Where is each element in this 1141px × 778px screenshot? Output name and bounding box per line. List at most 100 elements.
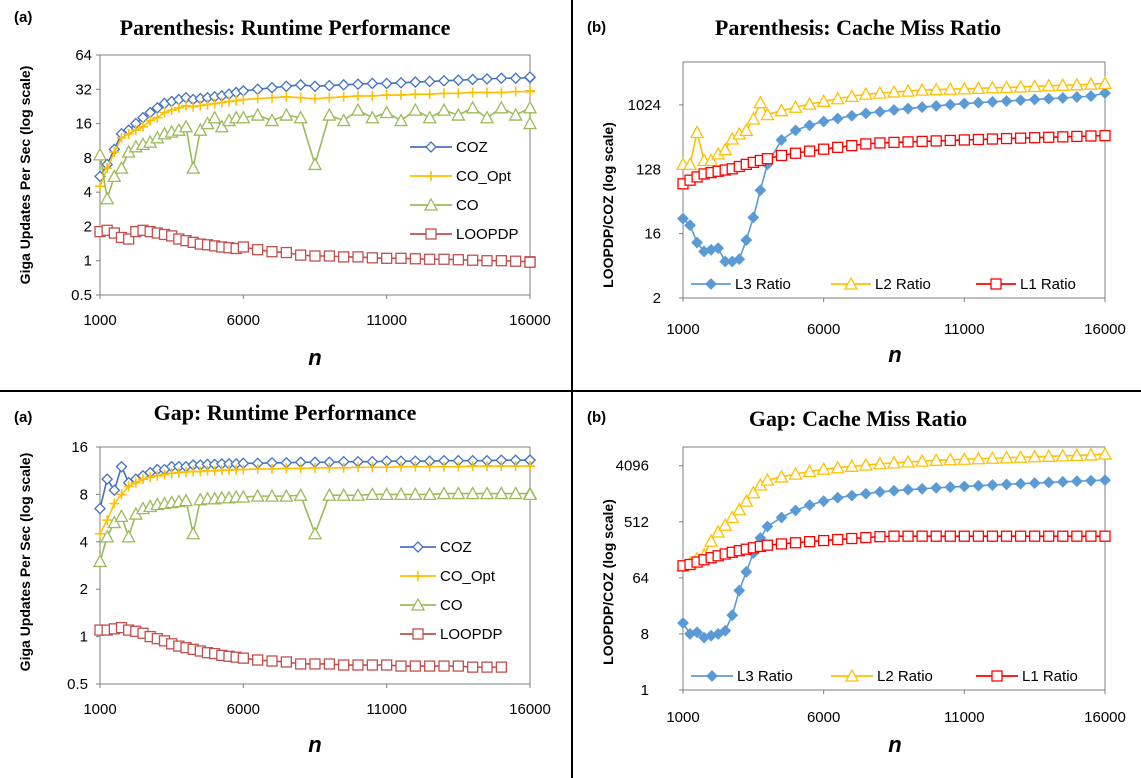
data-point (352, 659, 364, 671)
data-point (1013, 449, 1028, 463)
data-point (915, 82, 930, 96)
data-point (930, 135, 942, 147)
data-point (957, 81, 972, 95)
data-point (352, 251, 364, 263)
data-point (466, 73, 479, 86)
y-tick-label: 1 (80, 629, 88, 646)
y-tick-label: 64 (75, 47, 92, 64)
data-point (718, 142, 733, 156)
data-point (465, 100, 480, 114)
data-point (733, 584, 746, 597)
data-point (322, 487, 337, 501)
data-point (817, 115, 830, 128)
legend-item: LOOPDP (410, 226, 519, 243)
data-point (739, 123, 754, 137)
x-tick-label: 11000 (366, 701, 407, 718)
x-axis-label: n (888, 342, 901, 367)
data-point (1070, 91, 1083, 103)
y-tick-label: 512 (624, 514, 649, 531)
data-point (1097, 446, 1113, 460)
data-point (725, 510, 740, 524)
data-point (236, 110, 251, 124)
data-point (267, 92, 277, 103)
data-point (1099, 129, 1111, 142)
data-point (159, 469, 170, 480)
legend-marker (413, 571, 423, 581)
data-point (396, 90, 406, 101)
data-point (958, 134, 970, 146)
legend-item: L1 Ratio (976, 668, 1078, 685)
data-point (986, 133, 999, 145)
data-point (252, 463, 263, 474)
data-point (929, 82, 944, 96)
legend-marker (844, 668, 860, 682)
data-point (874, 530, 886, 543)
data-point (747, 211, 760, 224)
data-point (452, 74, 465, 87)
data-point (1000, 95, 1013, 107)
data-point (252, 93, 263, 104)
data-point (726, 609, 739, 622)
data-point (902, 530, 914, 542)
data-point (971, 80, 986, 94)
data-point (1056, 475, 1069, 488)
data-point (422, 487, 437, 501)
data-point (916, 482, 929, 495)
data-point (761, 520, 774, 533)
legend-item: CO (400, 597, 463, 614)
horizontal-divider (0, 390, 1141, 392)
y-tick-label: 4096 (616, 458, 649, 475)
data-point (309, 80, 321, 93)
legend-label: L2 Ratio (875, 276, 931, 293)
data-point (1097, 76, 1113, 90)
y-tick-label: 0.5 (71, 287, 92, 304)
data-point (1014, 132, 1027, 144)
data-point (816, 461, 831, 475)
data-point (293, 110, 308, 124)
data-point (350, 487, 366, 501)
panel-tag: (b) (587, 19, 606, 36)
data-point (732, 502, 747, 516)
data-point (424, 461, 435, 472)
data-point (178, 119, 194, 133)
data-point (186, 526, 201, 540)
data-point (830, 460, 845, 474)
chart-title: Parenthesis: Cache Miss Ratio (715, 15, 1001, 40)
data-point (482, 461, 492, 472)
data-point (231, 95, 242, 106)
legend-item: L3 Ratio (691, 668, 793, 685)
data-point (760, 107, 775, 121)
data-point (916, 530, 928, 542)
data-point (1013, 79, 1028, 93)
y-tick-label: 64 (632, 570, 649, 587)
data-point (831, 112, 844, 125)
data-point (874, 105, 886, 118)
data-point (381, 659, 393, 671)
data-point (451, 107, 466, 121)
data-point (114, 160, 129, 174)
data-point (844, 458, 859, 472)
data-point (479, 110, 495, 124)
data-point (107, 515, 122, 529)
data-point (1029, 530, 1041, 542)
data-point (1028, 477, 1041, 489)
x-tick-label: 11000 (944, 709, 985, 726)
data-point (381, 462, 392, 473)
data-point (152, 470, 163, 481)
data-point (900, 454, 916, 468)
data-point (481, 661, 493, 673)
chart-title: Gap: Cache Miss Ratio (749, 406, 967, 431)
data-point (279, 488, 294, 502)
data-point (467, 254, 479, 266)
data-point (94, 502, 106, 515)
data-point (108, 484, 121, 497)
data-point (902, 136, 914, 148)
legend-label: L1 Ratio (1022, 668, 1078, 685)
plot-area (99, 446, 531, 685)
data-point (746, 111, 761, 125)
data-point (439, 461, 449, 472)
data-point (365, 110, 380, 124)
data-point (510, 255, 522, 267)
series-coz (94, 71, 536, 183)
data-point (496, 461, 507, 472)
